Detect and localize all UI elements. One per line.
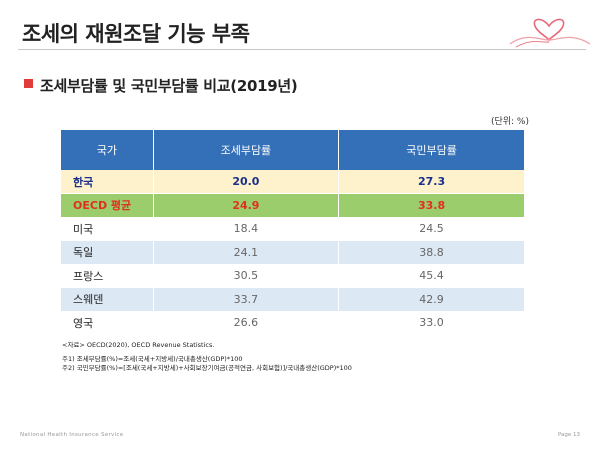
tax-burden-cell: 24.1 bbox=[153, 240, 340, 265]
tax-burden-cell: 18.4 bbox=[153, 217, 340, 241]
header-tax-burden: 조세부담률 bbox=[153, 130, 340, 170]
header-country: 국가 bbox=[61, 130, 154, 170]
page-number: Page 13 bbox=[557, 432, 580, 438]
table-header-row: 국가 조세부담률 국민부담률 bbox=[61, 130, 524, 170]
ribbon-heart-logo bbox=[509, 18, 591, 48]
tax-burden-cell: 24.9 bbox=[153, 193, 340, 218]
footnote-2: 주2) 국민부담률(%)=[조세(국세+지방세)+사회보장기여금(공적연금, 사… bbox=[62, 364, 352, 372]
footnote-1: 주1) 조세부담률(%)=조세(국세+지방세)/국내총생산(GDP)*100 bbox=[62, 355, 243, 363]
table-row: 프랑스 30.5 45.4 bbox=[61, 264, 524, 288]
country-cell: 스웨덴 bbox=[61, 287, 154, 312]
subtitle-bullet bbox=[24, 79, 33, 88]
header-national-burden: 국민부담률 bbox=[338, 130, 524, 170]
table-row: OECD 평균 24.9 33.8 bbox=[61, 193, 524, 218]
country-cell: 한국 bbox=[61, 170, 154, 194]
country-cell: 독일 bbox=[61, 240, 154, 265]
country-cell: OECD 평균 bbox=[61, 193, 154, 218]
table-row: 한국 20.0 27.3 bbox=[61, 170, 524, 194]
country-cell: 영국 bbox=[61, 311, 154, 335]
national-burden-cell: 27.3 bbox=[338, 170, 524, 194]
tax-burden-cell: 33.7 bbox=[153, 287, 340, 312]
table-row: 독일 24.1 38.8 bbox=[61, 240, 524, 265]
tax-burden-cell: 30.5 bbox=[153, 264, 340, 288]
burden-comparison-table: 국가 조세부담률 국민부담률 한국 20.0 27.3 OECD 평균 24.9… bbox=[61, 130, 524, 335]
unit-label: (단위: %) bbox=[490, 117, 529, 127]
tax-burden-cell: 20.0 bbox=[153, 170, 340, 194]
national-burden-cell: 33.0 bbox=[338, 311, 524, 335]
footer-organization: National Health Insurance Service bbox=[20, 432, 124, 438]
source-note: <자료> OECD(2020), OECD Revenue Statistics… bbox=[62, 341, 215, 349]
country-cell: 프랑스 bbox=[61, 264, 154, 288]
section-subtitle: 조세부담률 및 국민부담률 비교(2019년) bbox=[40, 77, 298, 95]
table-row: 영국 26.6 33.0 bbox=[61, 311, 524, 335]
national-burden-cell: 24.5 bbox=[338, 217, 524, 241]
national-burden-cell: 42.9 bbox=[338, 287, 524, 312]
page-title: 조세의 재원조달 기능 부족 bbox=[22, 22, 250, 46]
notes-block: <자료> OECD(2020), OECD Revenue Statistics… bbox=[62, 341, 352, 373]
national-burden-cell: 38.8 bbox=[338, 240, 524, 265]
national-burden-cell: 45.4 bbox=[338, 264, 524, 288]
table-row: 스웨덴 33.7 42.9 bbox=[61, 287, 524, 312]
title-divider bbox=[18, 49, 586, 50]
table-row: 미국 18.4 24.5 bbox=[61, 217, 524, 241]
national-burden-cell: 33.8 bbox=[338, 193, 524, 218]
tax-burden-cell: 26.6 bbox=[153, 311, 340, 335]
country-cell: 미국 bbox=[61, 217, 154, 241]
